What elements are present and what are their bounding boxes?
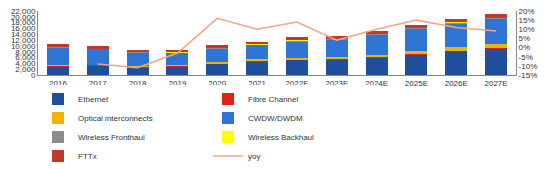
svg-text:Ethernet: Ethernet	[78, 95, 109, 104]
svg-text:2027E: 2027E	[485, 79, 508, 88]
svg-text:2017: 2017	[88, 78, 107, 88]
svg-text:0%: 0%	[519, 43, 531, 52]
svg-text:Wireless Fronthaul: Wireless Fronthaul	[78, 133, 145, 142]
svg-text:2024E: 2024E	[365, 78, 389, 88]
svg-text:2018: 2018	[128, 78, 147, 88]
svg-text:Fibre Channel: Fibre Channel	[248, 95, 298, 104]
svg-text:2,000: 2,000	[15, 65, 36, 74]
svg-text:16,000: 16,000	[11, 24, 36, 33]
svg-text:22,000: 22,000	[11, 7, 36, 16]
svg-text:2026E: 2026E	[445, 79, 468, 88]
svg-text:-10%: -10%	[519, 62, 538, 71]
svg-text:15%: 15%	[519, 16, 535, 25]
svg-text:2021: 2021	[248, 78, 266, 88]
svg-text:-5%: -5%	[519, 53, 533, 62]
svg-text:5%: 5%	[519, 34, 531, 43]
svg-text:yoy: yoy	[248, 152, 260, 161]
svg-text:8,000: 8,000	[15, 48, 36, 57]
svg-text:2020: 2020	[208, 78, 227, 88]
svg-text:CWDW/DWDM: CWDW/DWDM	[248, 114, 303, 123]
svg-text:18,000: 18,000	[11, 18, 36, 27]
svg-text:FTTx: FTTx	[78, 152, 97, 161]
svg-text:20%: 20%	[519, 7, 535, 16]
svg-text:12,000: 12,000	[11, 36, 36, 45]
svg-text:10,000: 10,000	[11, 42, 36, 51]
svg-text:Wireless Backhaul: Wireless Backhaul	[248, 133, 314, 142]
svg-text:Optical interconnects: Optical interconnects	[78, 114, 153, 123]
svg-text:20,000: 20,000	[11, 13, 36, 22]
svg-text:0: 0	[31, 71, 36, 80]
svg-text:4,000: 4,000	[15, 59, 36, 68]
svg-text:10%: 10%	[519, 25, 535, 34]
svg-text:2023E: 2023E	[325, 78, 349, 88]
svg-text:2025E: 2025E	[405, 79, 428, 88]
svg-text:14,000: 14,000	[11, 30, 36, 39]
svg-text:-15%: -15%	[519, 71, 538, 80]
svg-text:6,000: 6,000	[15, 53, 36, 62]
svg-text:2016: 2016	[49, 78, 67, 88]
svg-text:2019: 2019	[168, 78, 187, 88]
svg-text:2022E: 2022E	[285, 78, 309, 88]
